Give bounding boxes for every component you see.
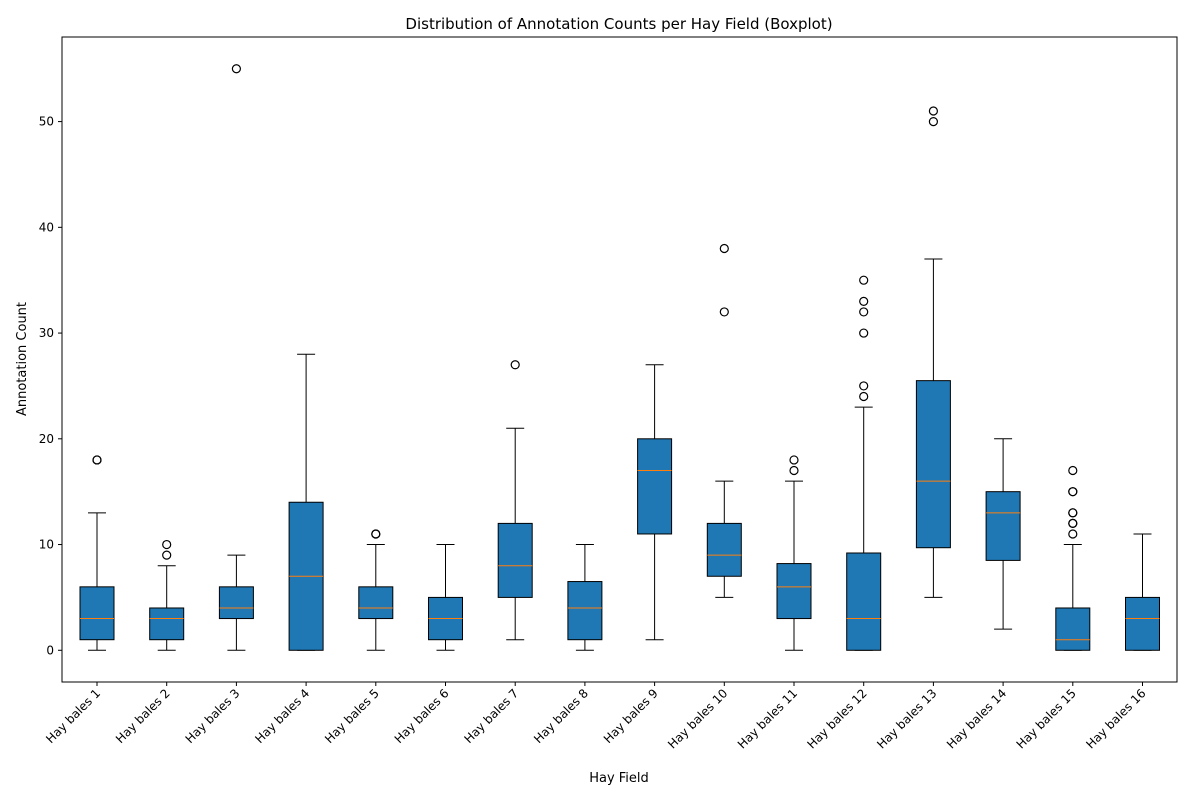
plot-frame [61,36,1178,683]
outlier-point [1068,487,1078,497]
box [149,607,185,641]
box [1125,596,1160,651]
outlier-point [510,360,520,370]
y-axis-label: Annotation Count [15,302,30,416]
box [567,581,603,641]
box [497,522,533,598]
outlier-point [928,106,939,116]
box [218,586,254,620]
x-axis-label: Hay Field [589,771,649,786]
box [915,380,951,549]
outlier-point [719,307,729,317]
chart-title: Distribution of Annotation Counts per Ha… [405,15,832,33]
box [985,491,1021,561]
outlier-point [928,116,939,127]
x-tick-label: Hay bales 16 [1083,686,1148,751]
outlier-point [231,64,241,74]
outlier-point [859,328,869,338]
outlier-point [1068,465,1078,476]
box [358,586,394,620]
x-tick-label: Hay bales 11 [735,686,800,751]
box [637,438,673,535]
box [706,522,742,577]
x-tick-label: Hay bales 15 [1014,686,1079,751]
x-tick-label: Hay bales 6 [392,686,452,746]
box [776,563,812,620]
outlier-point [859,296,869,306]
outlier-point [859,307,869,317]
x-tick-label: Hay bales 12 [805,686,870,751]
box [1055,607,1091,651]
y-tick-label: 20 [39,432,54,446]
x-tick-label: Hay bales 1 [43,686,103,746]
box [79,586,115,641]
x-tick-label: Hay bales 5 [322,686,382,746]
x-tick-label: Hay bales 10 [665,686,730,751]
outlier-point [859,381,869,391]
x-tick-label: Hay bales 4 [252,686,312,746]
x-tick-label: Hay bales 13 [874,686,939,751]
outlier-point [92,455,102,465]
x-tick-label: Hay bales 3 [183,686,243,746]
outlier-point [1068,518,1078,528]
outlier-point [1068,529,1078,539]
outlier-point [1068,508,1078,518]
outlier-point [859,391,869,402]
outlier-point [162,550,172,560]
y-tick-label: 0 [46,643,54,657]
x-tick-label: Hay bales 7 [461,686,521,746]
y-tick-label: 50 [39,115,54,129]
x-tick-label: Hay bales 2 [113,686,173,746]
outlier-point [859,275,869,285]
outlier-point [162,539,172,550]
x-tick-label: Hay bales 14 [944,686,1009,751]
y-tick-label: 40 [39,220,54,234]
outlier-point [789,455,799,465]
outlier-point [789,465,799,476]
y-tick-label: 10 [39,538,54,552]
outlier-point [371,529,381,539]
x-tick-label: Hay bales 8 [531,686,591,746]
x-tick-label: Hay bales 9 [601,686,661,746]
box [846,552,882,651]
outlier-point [719,243,729,254]
y-tick-label: 30 [39,326,54,340]
